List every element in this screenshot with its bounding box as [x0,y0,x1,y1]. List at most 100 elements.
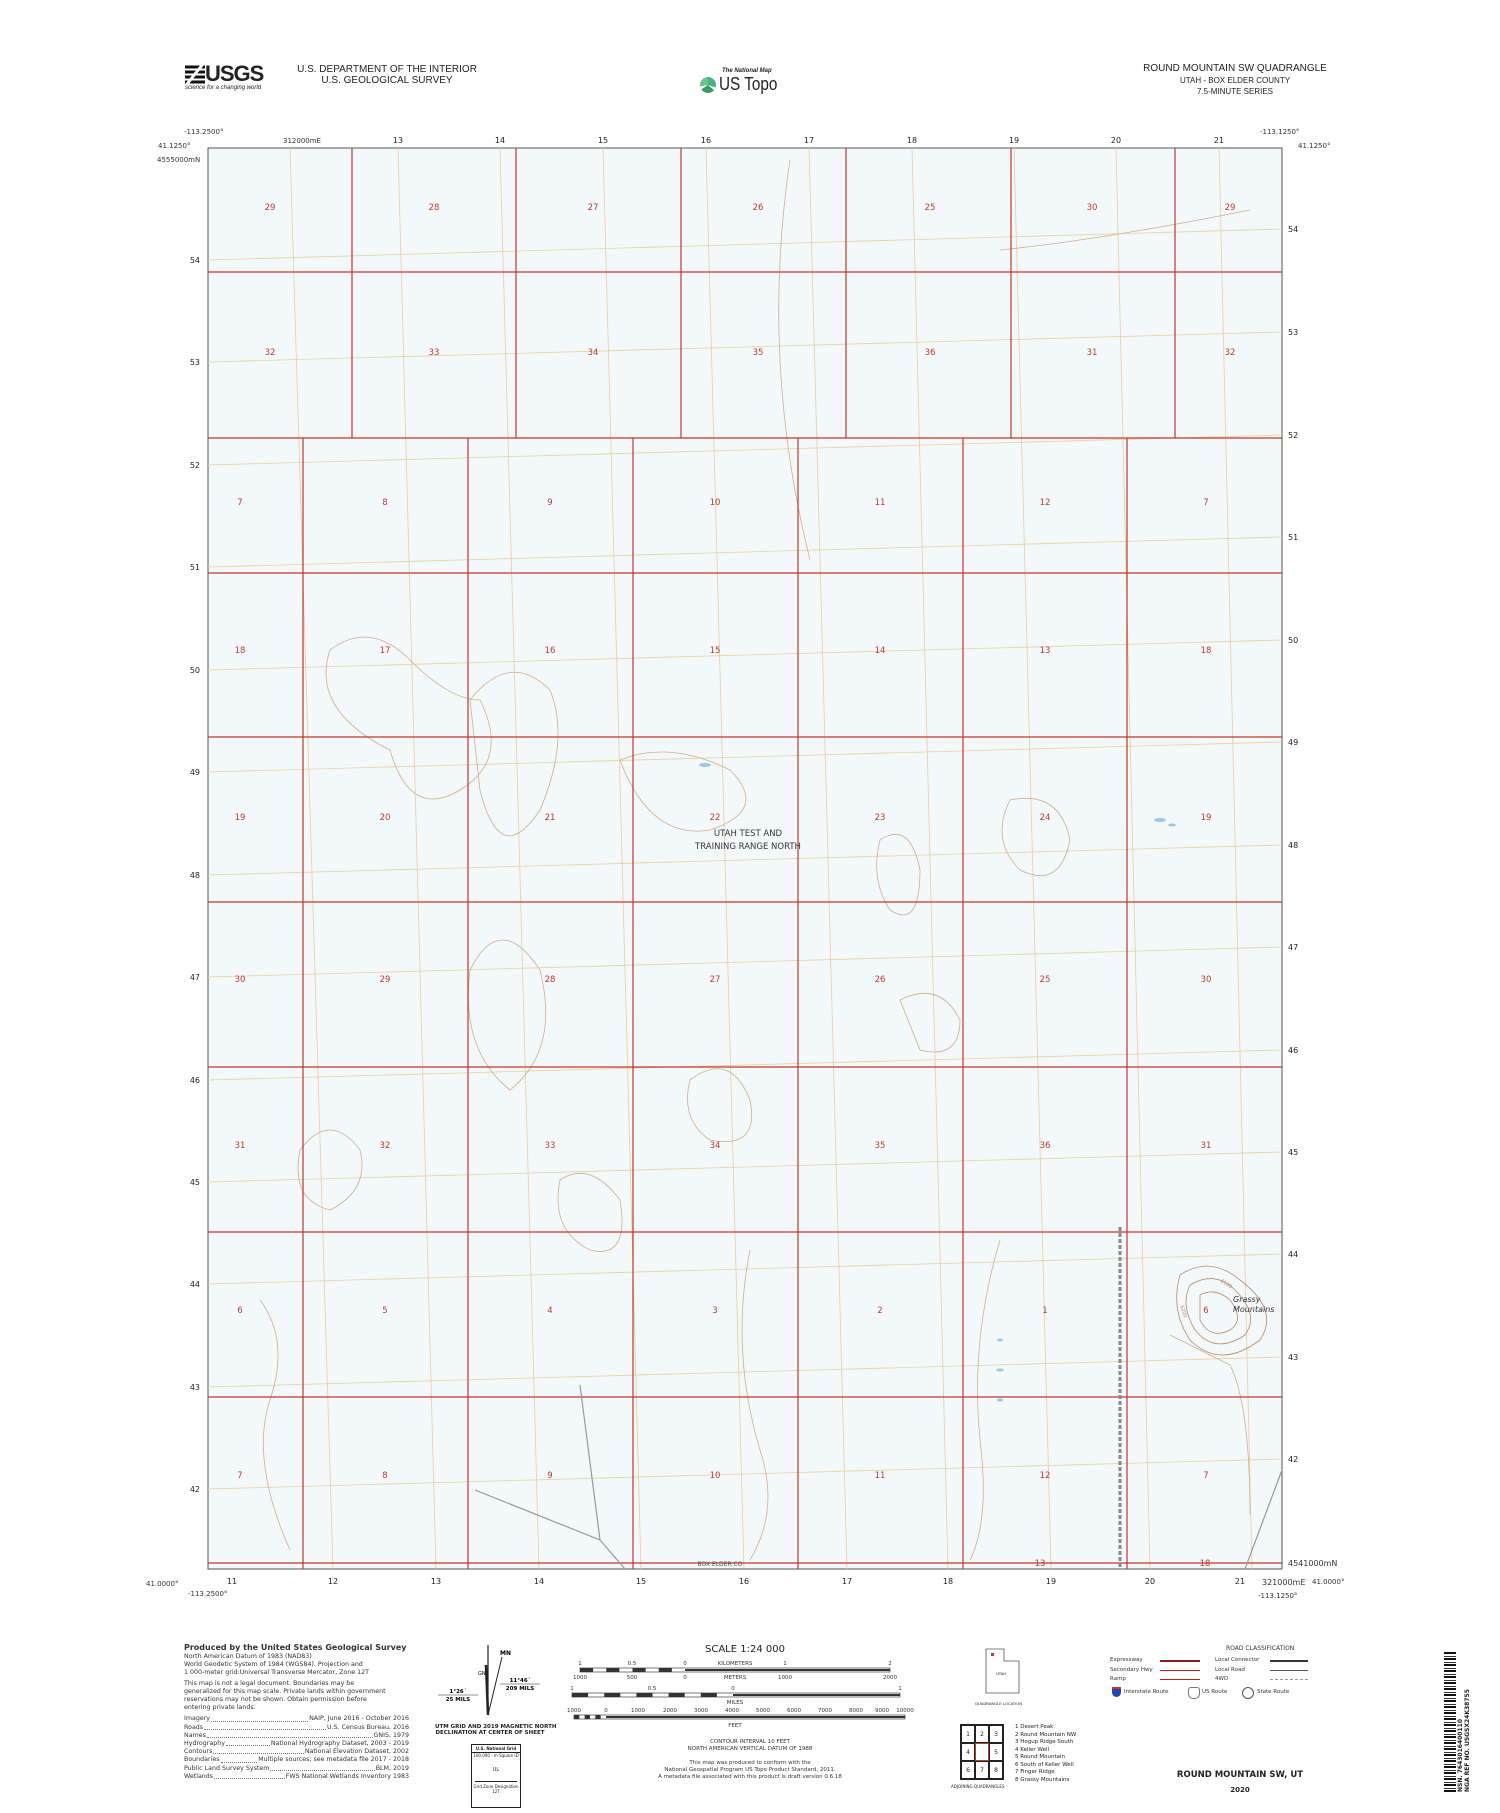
section-number: 30 [235,975,246,985]
scale-segment [595,1715,601,1719]
km-tick: 2 [888,1661,892,1667]
sw-longitude: -113.2500° [188,1590,228,1598]
bottom-easting-label: 17 [842,1577,852,1586]
bottom-easting-label: 15 [636,1577,646,1586]
ft-tick: 5000 [756,1708,770,1714]
section-number: 1 [1042,1306,1047,1316]
disclaimer-line: This map is not a legal document. Bounda… [184,1679,355,1687]
section-number: 8 [382,498,387,508]
utm-easting-line [705,147,745,1570]
section-number: 10 [710,498,721,508]
source-key: Wetlands [184,1772,214,1780]
section-number: 34 [710,1141,721,1151]
declination-caption: UTM GRID AND 2019 MAGNETIC NORTH DECLINA… [435,1724,556,1736]
section-number: 10 [710,1471,721,1481]
section-number: 11 [875,498,886,508]
top-easting-label: 15 [598,136,608,145]
source-value: FWS National Wetlands Inventory 1983 [285,1772,409,1780]
adjoining-quad-name: 4 Keller Well [1015,1746,1049,1753]
utm-northing-line [207,228,1283,261]
bottom-easting-label: 18 [943,1577,953,1586]
utm-northing-line [207,1356,1283,1388]
scale-title: SCALE 1:24 000 [705,1644,785,1655]
section-number: 24 [1040,813,1051,823]
source-row: Roads U.S. Census Bureau, 2016 [184,1724,409,1732]
mn-mils: 209 MILS [506,1686,534,1692]
se-longitude: -113.1250° [1258,1592,1298,1600]
section-number: 30 [1087,203,1098,213]
right-northing-label: 54 [1288,225,1298,234]
section-number: 26 [875,975,886,985]
adjoining-quad-name: 7 Finger Ridge [1015,1769,1055,1775]
utm-easting-line [499,147,540,1570]
source-row: Wetlands FWS National Wetlands Inventory … [184,1773,409,1781]
section-number: 18 [1200,1559,1211,1569]
scale-unit-label: KILOMETERS [718,1661,753,1667]
km-tick: 0 [683,1661,687,1667]
se-latitude: 41.0000° [1312,1578,1345,1586]
adjoining-cell: 5 [989,1743,1003,1761]
source-value: U.S. Census Bureau, 2016 [327,1723,409,1731]
quad-state: UTAH - BOX ELDER COUNTY [1179,76,1291,85]
section-number: 9 [547,498,552,508]
utm-easting-line [1115,147,1151,1570]
utm-northing-line [207,1458,1283,1490]
source-value: Multiple sources; see metadata file 2017… [258,1756,409,1764]
section-number: 22 [710,813,721,823]
section-number: 31 [1201,1141,1212,1151]
ft-tick: 9000 [875,1708,889,1714]
m-tick: 1000 [778,1675,792,1681]
section-number: 19 [1201,813,1212,823]
section-number: 3 [712,1306,717,1316]
us-topo-text: US Topo [719,74,778,94]
interstate-shield-icon [1112,1687,1121,1697]
section-number: 25 [925,203,936,213]
source-value: BLM, 2019 [375,1764,409,1772]
gn-label: GN [478,1671,486,1677]
right-northing-label: 48 [1288,841,1298,850]
source-key: Roads [184,1723,204,1731]
utm-easting-line [289,147,334,1570]
footer-title: ROUND MOUNTAIN SW, UT [1176,1770,1304,1780]
legend-us-route: US Route [1202,1689,1228,1695]
road-legend-title: ROAD CLASSIFICATION [1226,1645,1295,1652]
nsn-number: NSN. 7643016400110 [1457,1718,1464,1792]
conform-line2: National Geospatial Program US Topo Prod… [664,1767,836,1773]
source-row: Names GNIS, 1979 [184,1732,409,1740]
scale-segment [606,1668,620,1672]
utm-easting-line [397,147,437,1570]
section-number: 5 [382,1306,387,1316]
m-tick: 500 [627,1675,638,1681]
section-number: 18 [1201,646,1212,656]
top-easting-label: 14 [495,136,505,145]
top-easting-label: 20 [1111,136,1121,145]
utm-northing-line [207,844,1283,876]
secondary-symbol [1160,1670,1200,1671]
expressway-symbol [1160,1660,1200,1662]
usgs-wave-icon [185,64,205,84]
section-number: 7 [1203,1471,1208,1481]
left-northing-label: 48 [190,871,200,880]
section-number: 23 [875,813,886,823]
section-number: 27 [710,975,721,985]
scale-segment [580,1668,594,1672]
quadrangle-location-map: UTAH [985,1648,1020,1694]
county-label: BOX ELDER CO [698,1561,743,1568]
utm-easting-line [808,147,848,1570]
source-key: Contours [184,1748,213,1756]
section-number: 32 [1225,348,1236,358]
scale-segment [574,1715,580,1719]
legend-expressway: Expressway [1110,1657,1143,1663]
bottom-easting-label: 21 [1235,1577,1245,1586]
adjoining-quad-name: 1 Desert Peak [1015,1724,1054,1730]
right-northing-label: 43 [1288,1353,1298,1362]
bottom-easting-label: 14 [534,1577,544,1586]
m-tick: 1000 [573,1675,587,1681]
adjoining-cell: 6 [961,1761,975,1779]
section-number: 30 [1201,975,1212,985]
utm-northing-line [207,331,1283,363]
dept-line2: U.S. GEOLOGICAL SURVEY [321,75,453,86]
left-northing-label: 47 [190,973,200,982]
source-key: Hydrography [184,1740,225,1748]
